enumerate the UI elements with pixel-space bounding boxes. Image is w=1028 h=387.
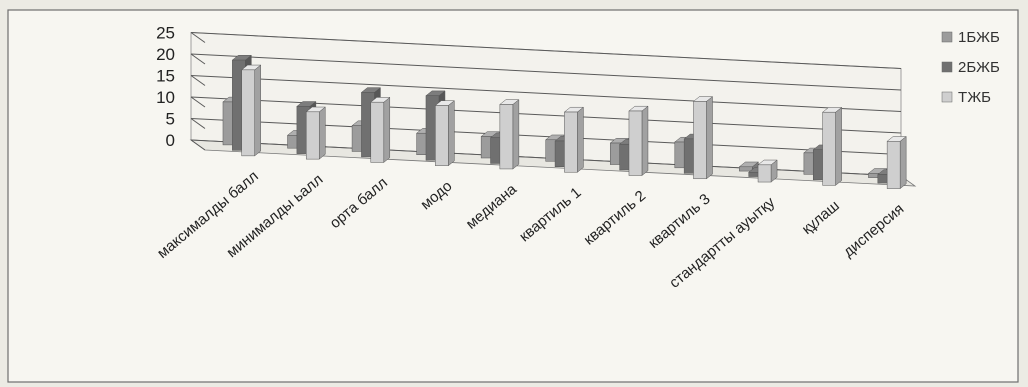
bar-side (706, 96, 713, 180)
bar-side (641, 105, 649, 177)
bar (822, 111, 836, 186)
gridline (190, 75, 902, 112)
bar (435, 105, 449, 166)
bar (757, 164, 772, 183)
bar (370, 101, 385, 163)
legend-label: 1БЖБ (958, 29, 1000, 46)
gridline-side (190, 96, 206, 108)
bar (693, 101, 707, 180)
bar (241, 69, 255, 157)
bar (564, 111, 578, 173)
legend-swatch (941, 31, 953, 43)
bar-side (512, 99, 520, 170)
gridline-side (190, 75, 206, 86)
legend-swatch (941, 91, 953, 103)
legend: 1БЖБ 2БЖБ ТЖБ (941, 29, 1000, 106)
bar (499, 104, 514, 170)
bar-side (383, 96, 391, 163)
bar-side (254, 64, 261, 157)
gridline-side (190, 139, 206, 151)
gridline (190, 32, 902, 69)
bar (739, 166, 753, 172)
bar-side (318, 106, 326, 160)
gridline-side (190, 53, 206, 65)
gridline-side (190, 118, 206, 129)
bar (628, 110, 643, 176)
y-tick-label: 20 (156, 45, 175, 64)
y-tick-label: 5 (166, 110, 175, 129)
bar-side (899, 135, 907, 190)
bar (886, 141, 901, 189)
bar-side (577, 106, 584, 173)
gridline (190, 53, 902, 91)
y-tick-label: 25 (156, 24, 175, 43)
bar-side (448, 100, 455, 167)
y-tick-label: 0 (166, 131, 175, 150)
legend-label: ТЖБ (958, 89, 991, 106)
y-tick-label: 10 (156, 88, 175, 107)
bar-side (835, 106, 842, 186)
bar (305, 111, 320, 160)
gridline-side (190, 32, 206, 43)
legend-label: 2БЖБ (958, 59, 1000, 76)
legend-swatch (941, 61, 953, 73)
y-tick-label: 15 (156, 67, 175, 86)
